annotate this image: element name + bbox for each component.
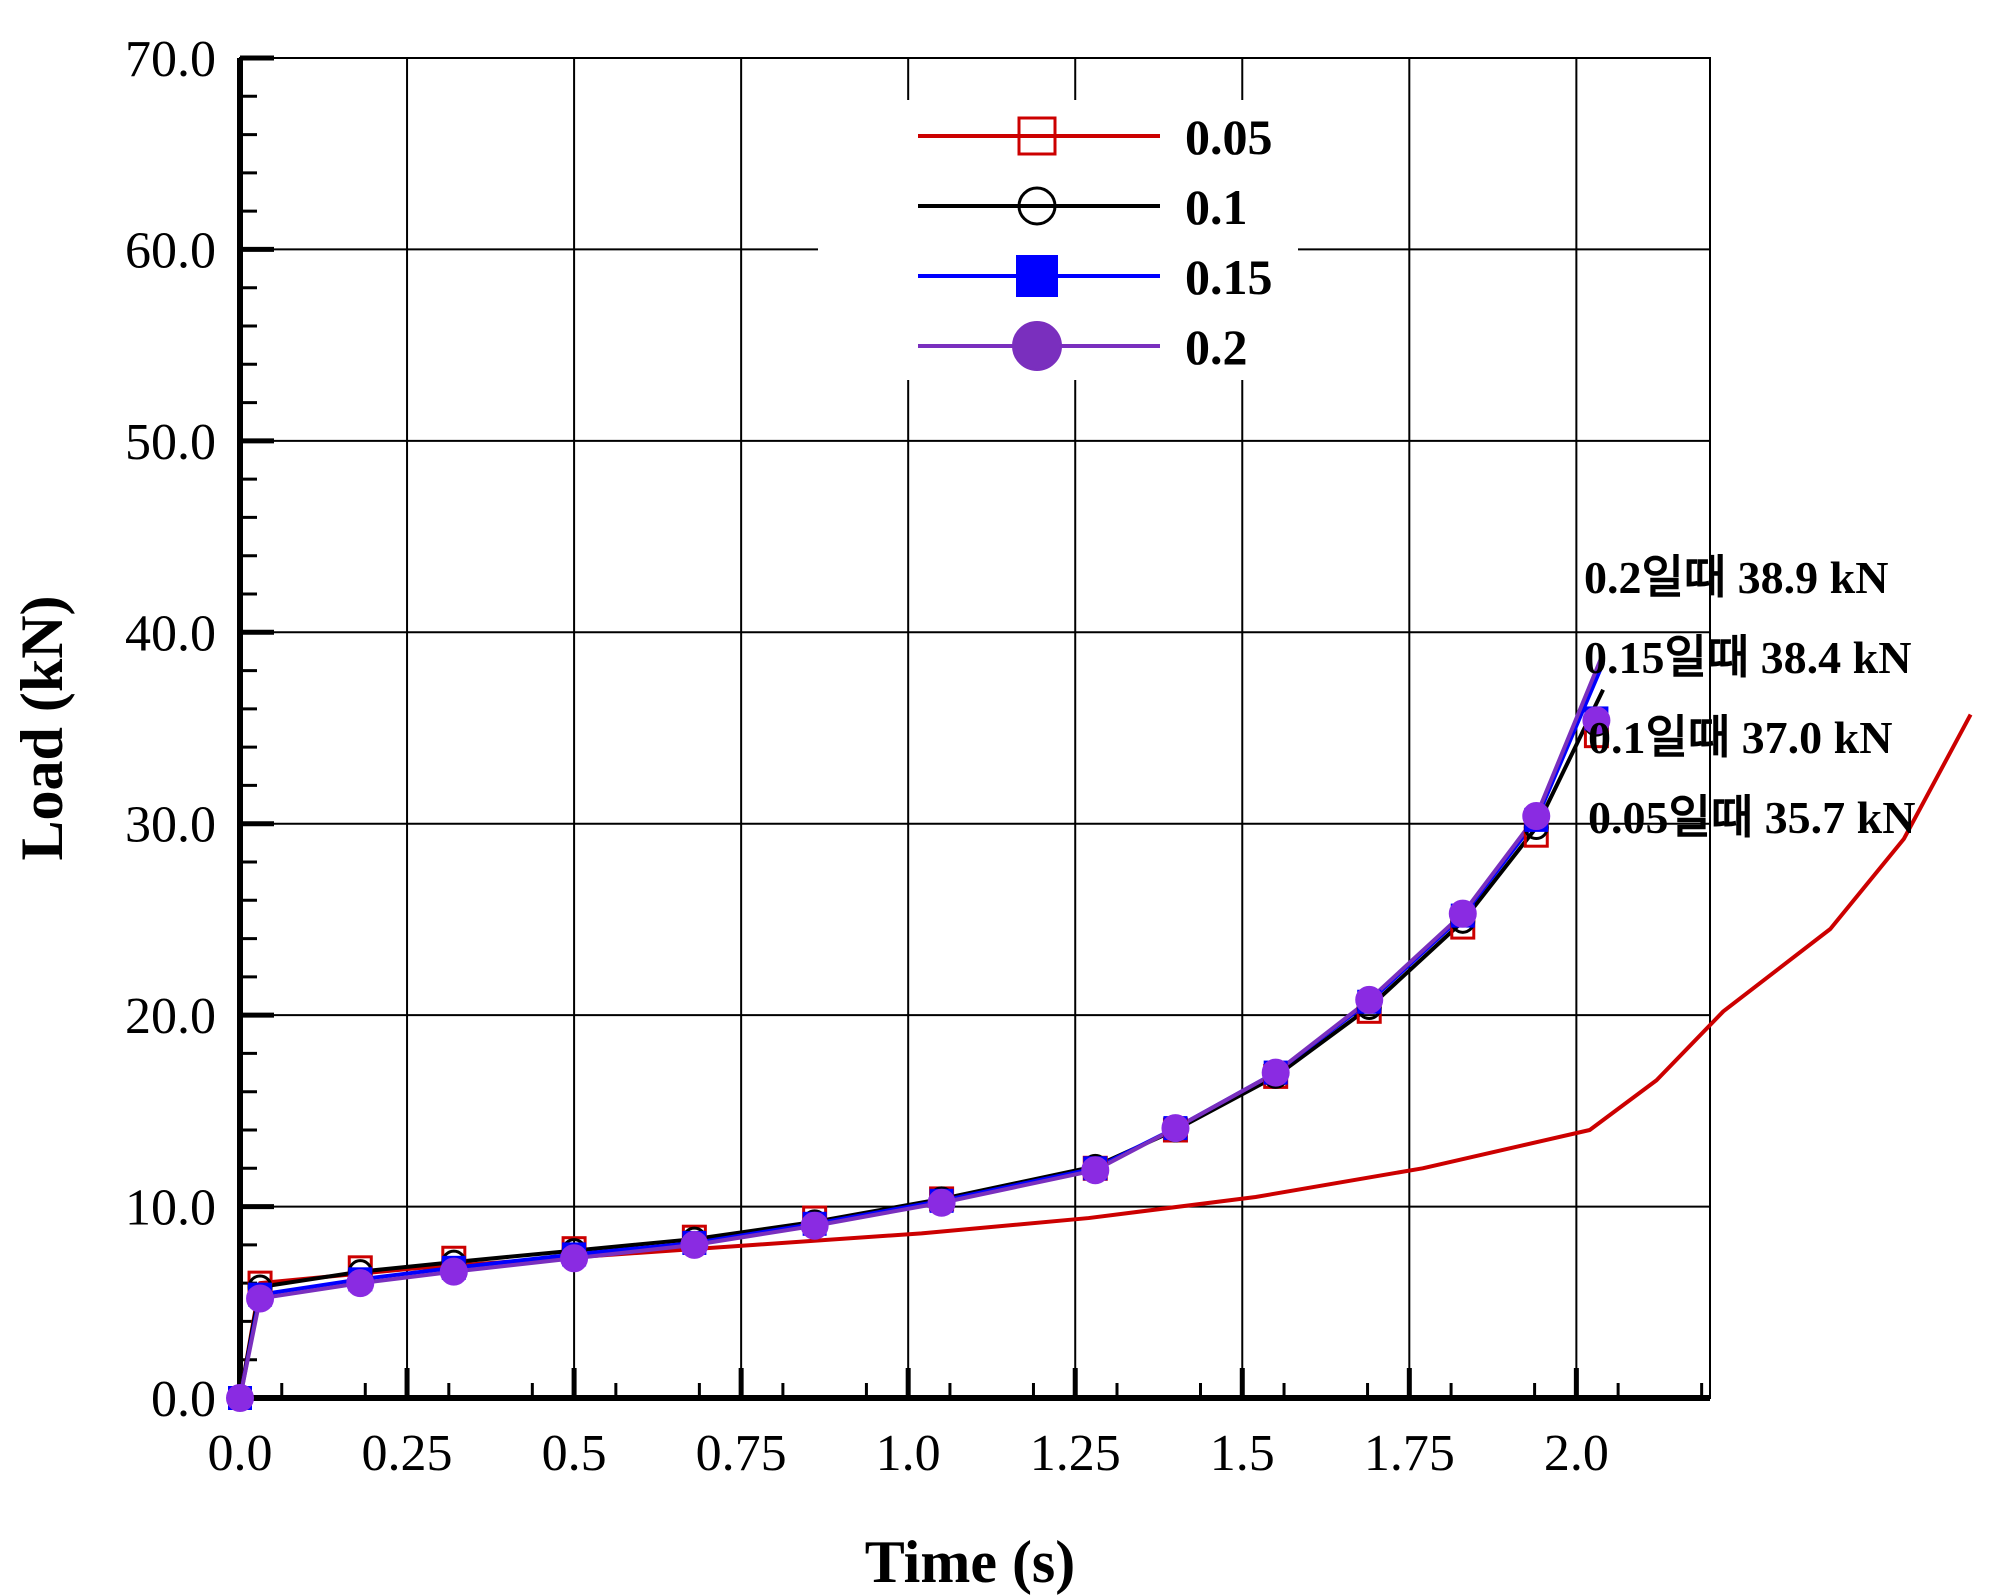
- legend-label-0.2: 0.2: [1185, 319, 1248, 375]
- x-tick-label: 0.75: [696, 1425, 787, 1482]
- annotation-0.05: 0.05일때 35.7 kN: [1588, 792, 1915, 843]
- marker-0.2: [1448, 899, 1477, 928]
- x-tick-label: 1.5: [1210, 1425, 1275, 1482]
- y-tick-label: 40.0: [125, 605, 216, 662]
- y-tick-label: 20.0: [125, 988, 216, 1045]
- y-axis-title: Load (kN): [9, 595, 75, 860]
- y-tick-label: 0.0: [151, 1371, 216, 1428]
- legend-marker-0.1: [1017, 186, 1057, 226]
- marker-0.2: [1081, 1156, 1110, 1185]
- marker-0.2: [1161, 1114, 1190, 1143]
- series-lines: [238, 652, 1973, 1399]
- x-tick-label: 0.25: [362, 1425, 453, 1482]
- x-tick-label: 0.5: [542, 1425, 607, 1482]
- y-tick-label: 60.0: [125, 222, 216, 279]
- marker-0.2: [1355, 985, 1384, 1014]
- annotation-0.1: 0.1일때 37.0 kN: [1588, 712, 1892, 763]
- legend: 0.05 0.1 0.15 0.2: [818, 100, 1298, 380]
- legend-label-0.05: 0.05: [1185, 109, 1273, 165]
- legend-marker-0.05: [1017, 116, 1057, 156]
- legend-label-0.1: 0.1: [1185, 179, 1248, 235]
- marker-0.2: [1522, 802, 1551, 831]
- x-tick-label: 1.0: [876, 1425, 941, 1482]
- peak-annotations: 0.2일때 38.9 kN 0.15일때 38.4 kN 0.1일때 37.0 …: [1584, 552, 1915, 843]
- series-line-0.1: [238, 688, 1605, 1399]
- legend-marker-0.15: [1016, 255, 1058, 297]
- marker-0.2: [680, 1230, 709, 1259]
- marker-0.2: [246, 1284, 275, 1313]
- marker-0.2: [800, 1211, 829, 1240]
- x-tick-label: 2.0: [1544, 1425, 1609, 1482]
- legend-marker-0.2: [1012, 321, 1062, 371]
- marker-0.2: [927, 1188, 956, 1217]
- series-line-0.15: [238, 662, 1605, 1399]
- series-line-0.2: [238, 652, 1605, 1399]
- x-tick-label: 1.75: [1364, 1425, 1455, 1482]
- marker-0.2: [346, 1269, 375, 1298]
- y-tick-label: 70.0: [125, 31, 216, 88]
- marker-0.2: [560, 1244, 589, 1273]
- marker-0.2: [226, 1384, 254, 1412]
- annotation-0.15: 0.15일때 38.4 kN: [1584, 632, 1911, 683]
- marker-0.2: [1582, 706, 1611, 735]
- x-axis-title: Time (s): [865, 1529, 1076, 1595]
- x-tick-label: 0.0: [208, 1425, 273, 1482]
- x-tick-label: 1.25: [1030, 1425, 1121, 1482]
- marker-0.2: [1261, 1058, 1290, 1087]
- y-tick-label: 50.0: [125, 414, 216, 471]
- y-tick-label: 30.0: [125, 797, 216, 854]
- series-markers: [226, 706, 1611, 1412]
- marker-0.2: [439, 1257, 468, 1286]
- y-tick-label: 10.0: [125, 1180, 216, 1237]
- annotation-0.2: 0.2일때 38.9 kN: [1584, 552, 1888, 603]
- legend-label-0.15: 0.15: [1185, 249, 1273, 305]
